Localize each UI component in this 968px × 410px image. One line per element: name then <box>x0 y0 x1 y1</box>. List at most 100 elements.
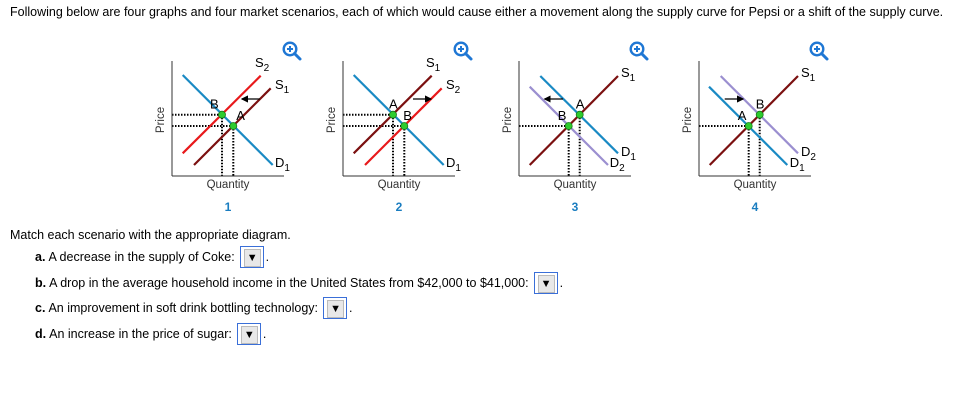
zoom-in-icon[interactable] <box>809 41 829 61</box>
scenario-letter: a. <box>35 250 46 264</box>
demand-curve-d1 <box>352 74 445 166</box>
label-base: D <box>446 155 455 170</box>
label-subscript: 1 <box>455 163 461 174</box>
demand-curve-d1-label: D1 <box>621 144 636 163</box>
graph-4: S1 D2 D1 B A Quantity Price 4 <box>669 36 839 216</box>
label-subscript: 1 <box>810 73 816 84</box>
equilibrium-point-b <box>400 122 409 130</box>
scenario-letter: b. <box>35 276 47 290</box>
dropdown-arrow-icon: ▼ <box>243 249 261 267</box>
equilibrium-point-b <box>755 110 764 119</box>
point-label: A <box>738 108 747 123</box>
trailing-period: . <box>559 276 564 290</box>
x-axis-label: Quantity <box>207 179 250 191</box>
demand-curve-d1-label: D1 <box>790 155 805 174</box>
demand-curve-d1 <box>181 74 274 166</box>
scenario-d: d. An increase in the price of sugar: ▼ … <box>35 323 266 345</box>
label-base: S <box>446 77 455 92</box>
scenario-text: An improvement in soft drink bottling te… <box>48 301 319 315</box>
trailing-period: . <box>262 327 267 341</box>
graph-number: 3 <box>571 200 579 214</box>
graph-3: S1 D1 D2 A B Quantity Price 3 <box>489 36 659 216</box>
zoom-in-icon[interactable] <box>629 41 649 61</box>
equilibrium-point-b <box>564 122 573 130</box>
graph-1: S2 S1 D1 B A Quantity Price 1 <box>142 36 312 216</box>
label-base: D <box>790 155 799 170</box>
dropdown-arrow-icon: ▼ <box>327 300 345 318</box>
label-base: D <box>610 155 619 170</box>
intro-text: Following below are four graphs and four… <box>10 5 944 19</box>
point-label: B <box>756 97 765 112</box>
y-axis-label: Price <box>502 107 514 133</box>
label-base: S <box>426 55 435 70</box>
supply-curve-s1-label: S1 <box>621 65 636 84</box>
y-axis-label: Price <box>155 107 167 133</box>
x-axis-label: Quantity <box>554 179 597 191</box>
label-base: D <box>275 155 284 170</box>
label-subscript: 2 <box>619 163 625 174</box>
label-subscript: 1 <box>630 73 636 84</box>
demand-curve-d1-label: D1 <box>275 155 290 174</box>
equilibrium-point-a <box>575 110 584 119</box>
supply-curve-s2-label: S2 <box>446 77 461 96</box>
equilibrium-point-b <box>218 110 226 119</box>
scenario-letter: c. <box>35 301 46 315</box>
supply-curve-s1 <box>528 75 619 166</box>
point-label: B <box>558 108 567 123</box>
point-label: A <box>576 97 585 112</box>
label-subscript: 1 <box>284 85 290 96</box>
point-label: A <box>236 108 245 123</box>
equilibrium-point-a <box>744 122 753 130</box>
demand-curve-d2-label: D2 <box>610 155 625 174</box>
label-base: D <box>621 144 630 159</box>
label-subscript: 1 <box>799 163 805 174</box>
x-axis-label: Quantity <box>734 179 777 191</box>
zoom-in-icon[interactable] <box>282 41 302 61</box>
label-subscript: 1 <box>284 163 290 174</box>
trailing-period: . <box>265 250 270 264</box>
label-base: S <box>275 77 284 92</box>
scenario-text: A drop in the average household income i… <box>49 276 529 290</box>
scenario-letter: d. <box>35 327 47 341</box>
scenario-b-dropdown[interactable]: ▼ <box>533 272 558 294</box>
scenario-a-dropdown[interactable]: ▼ <box>239 246 264 268</box>
dropdown-arrow-icon: ▼ <box>537 275 555 293</box>
point-label: A <box>389 97 398 112</box>
graph-number: 4 <box>751 200 759 214</box>
label-base: D <box>801 144 810 159</box>
dropdown-arrow-icon: ▼ <box>240 326 258 344</box>
label-subscript: 2 <box>455 85 461 96</box>
question-text: Match each scenario with the appropriate… <box>10 228 291 242</box>
zoom-in-icon[interactable] <box>453 41 473 61</box>
supply-curve-s1 <box>708 75 799 166</box>
x-axis-label: Quantity <box>378 179 421 191</box>
label-subscript: 2 <box>264 63 270 74</box>
supply-curve-s1-label: S1 <box>275 77 290 96</box>
graph-2: S1 S2 D1 A B Quantity Price 2 <box>313 36 483 216</box>
demand-curve-d2-label: D2 <box>801 144 816 163</box>
scenario-c-dropdown[interactable]: ▼ <box>323 297 348 319</box>
point-label: B <box>403 108 412 123</box>
demand-curve-d1-label: D1 <box>446 155 461 174</box>
label-subscript: 1 <box>630 152 636 163</box>
scenario-d-dropdown[interactable]: ▼ <box>236 323 261 345</box>
label-base: S <box>621 65 630 80</box>
y-axis-label: Price <box>682 107 694 133</box>
equilibrium-point-a <box>389 110 397 119</box>
trailing-period: . <box>349 301 353 315</box>
point-label: B <box>210 97 219 112</box>
equilibrium-point-a <box>229 122 238 130</box>
supply-curve-s1-label: S1 <box>801 65 816 84</box>
scenario-a: a. A decrease in the supply of Coke: ▼ . <box>35 246 269 268</box>
label-subscript: 2 <box>810 152 816 163</box>
scenario-text: A decrease in the supply of Coke: <box>48 250 235 264</box>
graph-number: 1 <box>224 200 232 214</box>
scenario-text: An increase in the price of sugar: <box>49 327 232 341</box>
supply-curve-s1-label: S1 <box>426 55 441 74</box>
supply-curve-s2-label: S2 <box>255 55 270 74</box>
